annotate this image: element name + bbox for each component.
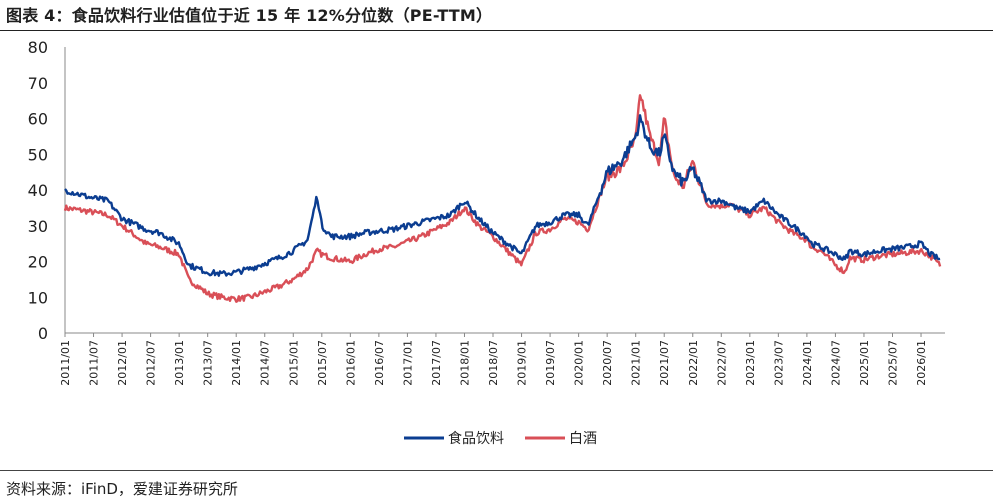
x-tick-label: 2024/07 (829, 340, 842, 386)
x-tick-label: 2018/07 (487, 340, 500, 386)
x-tick-label: 2016/07 (373, 340, 386, 386)
legend-label-food-beverage: 食品饮料 (448, 430, 504, 447)
x-tick-label: 2014/07 (259, 340, 272, 386)
x-tick-label: 2023/07 (772, 340, 785, 386)
x-tick-label: 2025/07 (886, 340, 899, 386)
x-tick-label: 2013/07 (202, 340, 215, 386)
x-tick-label: 2022/01 (687, 340, 700, 386)
x-tick-label: 2025/01 (858, 340, 871, 386)
x-tick-label: 2011/07 (88, 340, 101, 386)
y-tick-label: 80 (28, 38, 48, 57)
x-tick-label: 2021/01 (630, 340, 643, 386)
x-tick-label: 2017/07 (430, 340, 443, 386)
source-divider (0, 470, 993, 471)
y-tick-label: 60 (28, 110, 48, 129)
title-underline (0, 30, 993, 31)
x-tick-label: 2016/01 (344, 340, 357, 386)
x-tick-label: 2012/07 (145, 340, 158, 386)
x-tick-label: 2015/07 (316, 340, 329, 386)
series-line-baijiu (63, 94, 942, 303)
y-tick-label: 0 (38, 324, 48, 343)
line-chart: 0 10 20 30 40 50 60 70 80 2011/01 2011/07 2012/01 20… (28, 38, 945, 447)
y-tick-label: 20 (28, 253, 48, 272)
x-tick-label: 2020/01 (573, 340, 586, 386)
chart-axes: 0 10 20 30 40 50 60 70 80 2011/01 2011/07 2012/01 20… (28, 38, 945, 386)
series-line-food-beverage (64, 114, 941, 277)
x-tick-label: 2018/01 (458, 340, 471, 386)
x-tick-label: 2021/07 (658, 340, 671, 386)
source-note: 资料来源：iFinD，爱建证券研究所 (6, 480, 238, 498)
x-tick-label: 2011/01 (59, 340, 72, 386)
x-tick-label: 2012/01 (116, 340, 129, 386)
x-tick-label: 2019/01 (516, 340, 529, 386)
y-tick-label: 30 (28, 217, 48, 236)
x-tick-label: 2024/01 (801, 340, 814, 386)
y-tick-label: 70 (28, 74, 48, 93)
x-tick-label: 2013/01 (173, 340, 186, 386)
y-tick-label: 40 (28, 181, 48, 200)
x-tick-label: 2020/07 (601, 340, 614, 386)
x-tick-label: 2019/07 (544, 340, 557, 386)
x-tick-label: 2017/01 (401, 340, 414, 386)
x-tick-label: 2022/07 (715, 340, 728, 386)
x-tick-label: 2023/01 (744, 340, 757, 386)
chart-title: 图表 4：食品饮料行业估值位于近 15 年 12%分位数（PE-TTM） (6, 6, 493, 25)
legend-label-baijiu: 白酒 (569, 431, 597, 447)
x-tick-label: 2015/01 (287, 340, 300, 386)
x-tick-label: 2026/01 (915, 340, 928, 386)
chart-legend: 食品饮料 白酒 (404, 430, 597, 447)
y-tick-label: 50 (28, 145, 48, 164)
chart-series (63, 94, 942, 303)
y-tick-label: 10 (28, 288, 48, 307)
x-tick-label: 2014/01 (230, 340, 243, 386)
